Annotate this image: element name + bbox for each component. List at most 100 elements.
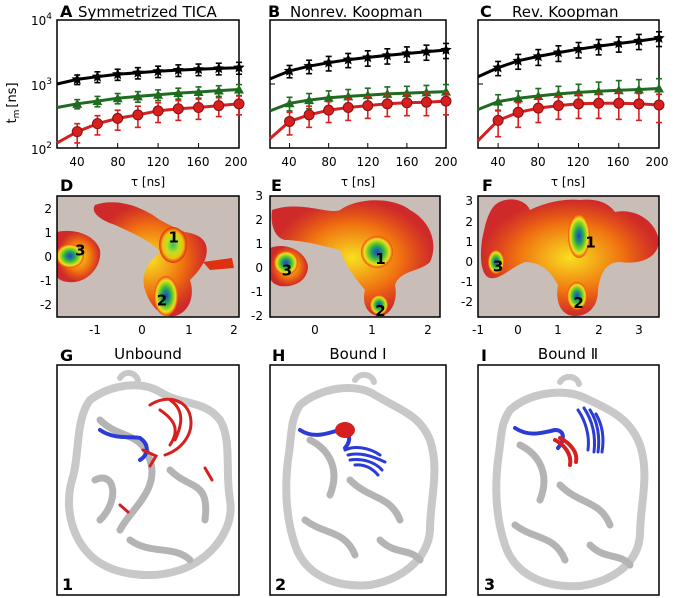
data-point <box>362 100 374 112</box>
data-point <box>303 109 315 121</box>
row1-ylabel: tm[ns] <box>5 82 22 123</box>
data-point <box>552 100 564 112</box>
ytick-label: 102 <box>31 141 52 157</box>
ytick-label: 3 <box>465 194 473 208</box>
data-point <box>381 49 393 61</box>
data-point <box>613 97 625 109</box>
ligand-red <box>553 436 579 467</box>
data-point <box>573 98 585 110</box>
xtick-label: 1 <box>554 323 562 337</box>
xtick-label: -1 <box>472 323 484 337</box>
xtick-label: 200 <box>646 155 669 169</box>
ligand-blue <box>343 446 387 477</box>
xtick-label: 40 <box>490 155 505 169</box>
panel-F-map <box>478 196 659 317</box>
data-point <box>593 97 605 109</box>
data-point <box>152 105 164 117</box>
series-line-black <box>56 66 240 86</box>
xtick-label: 2 <box>424 323 432 337</box>
ligand-red <box>148 397 193 457</box>
basin-2 <box>567 282 587 310</box>
xtick-label: -1 <box>89 323 101 337</box>
xtick-label: 80 <box>110 155 125 169</box>
state-label: 1 <box>375 250 385 268</box>
xtick-label: 1 <box>185 323 193 337</box>
series-line-black <box>477 36 660 79</box>
data-point <box>613 37 625 49</box>
data-point <box>342 53 354 65</box>
ytick-label: 2 <box>465 215 473 229</box>
panel-F-frame <box>477 195 660 318</box>
panel-G-state: 1 <box>62 575 73 594</box>
ytick-label: -1 <box>461 275 473 289</box>
data-point <box>420 45 433 57</box>
panel-E-yticks: 3 2 1 0 -1 -2 <box>251 189 263 323</box>
data-point <box>441 86 451 96</box>
series-line-black <box>269 48 447 81</box>
ligand-red <box>335 422 355 438</box>
panel-H: H Bound I 2 <box>269 345 447 596</box>
data-point <box>112 93 123 103</box>
xtick-label: 200 <box>225 155 248 169</box>
panel-B-xlabel: τ [ns] <box>341 175 375 189</box>
ytick-label: 103 <box>31 77 52 93</box>
state-label: 1 <box>585 233 595 251</box>
data-point <box>440 95 452 107</box>
data-point <box>633 35 645 46</box>
data-point <box>323 56 335 68</box>
panel-I-title: Bound Ⅱ <box>538 345 598 363</box>
data-point <box>401 47 413 59</box>
state-label: 2 <box>157 291 167 309</box>
basin-2 <box>154 276 178 316</box>
data-point <box>492 61 504 73</box>
basin-1 <box>568 214 590 258</box>
data-point <box>572 43 585 54</box>
data-point <box>342 101 354 113</box>
data-point <box>401 88 412 98</box>
basin-3 <box>57 244 84 268</box>
data-point <box>613 85 624 95</box>
xtick-label: 0 <box>138 323 146 337</box>
state-label: 2 <box>573 294 583 312</box>
state-label: 1 <box>168 229 178 247</box>
ytick-label: -2 <box>461 295 473 309</box>
panel-E-xticks: 0 1 2 <box>311 323 432 337</box>
xtick-label: 0 <box>514 323 522 337</box>
panel-C-xlabel: τ [ns] <box>551 175 585 189</box>
ytick-label: 1 <box>44 226 52 240</box>
panel-B: B Nonrev. Koopman 40 80 120 160 200 τ [n… <box>268 2 457 189</box>
data-point <box>512 106 524 118</box>
xtick-label: 2 <box>230 323 238 337</box>
data-point <box>192 63 205 75</box>
data-point <box>533 90 544 100</box>
panel-D-state-labels: 1 2 3 <box>75 229 179 310</box>
data-point <box>512 54 524 66</box>
data-point <box>513 93 524 103</box>
panel-F: F 123 3 2 1 0 -1 -2 -1 0 1 2 3 <box>461 176 660 337</box>
data-point <box>492 114 504 126</box>
xtick-label: 80 <box>321 155 336 169</box>
data-point <box>172 103 184 115</box>
data-point <box>633 98 645 110</box>
panel-C: C Rev. Koopman 40 80 120 160 200 τ [ns] <box>476 2 668 189</box>
data-point <box>233 61 245 73</box>
panel-B-plot <box>269 19 452 149</box>
panel-C-xticks: 40 80 120 160 200 <box>490 155 668 169</box>
xtick-label: 1 <box>368 323 376 337</box>
panel-C-title: Rev. Koopman <box>512 3 619 21</box>
ytick-label: 1 <box>255 237 263 251</box>
xtick-label: 0 <box>311 323 319 337</box>
series-line-green <box>269 90 447 113</box>
panel-I: I Bound Ⅱ 3 <box>477 345 660 596</box>
xtick-label: 40 <box>281 155 296 169</box>
panel-A-xlabel: τ [ns] <box>131 175 165 189</box>
basin-2 <box>370 295 388 315</box>
data-point <box>381 98 393 110</box>
panel-E-map <box>270 196 440 317</box>
panel-E-frame <box>269 195 441 318</box>
xtick-label: 2 <box>595 323 603 337</box>
xtick-label: 160 <box>607 155 630 169</box>
ytick-label: 1 <box>465 235 473 249</box>
panel-F-yticks: 3 2 1 0 -1 -2 <box>461 194 473 309</box>
